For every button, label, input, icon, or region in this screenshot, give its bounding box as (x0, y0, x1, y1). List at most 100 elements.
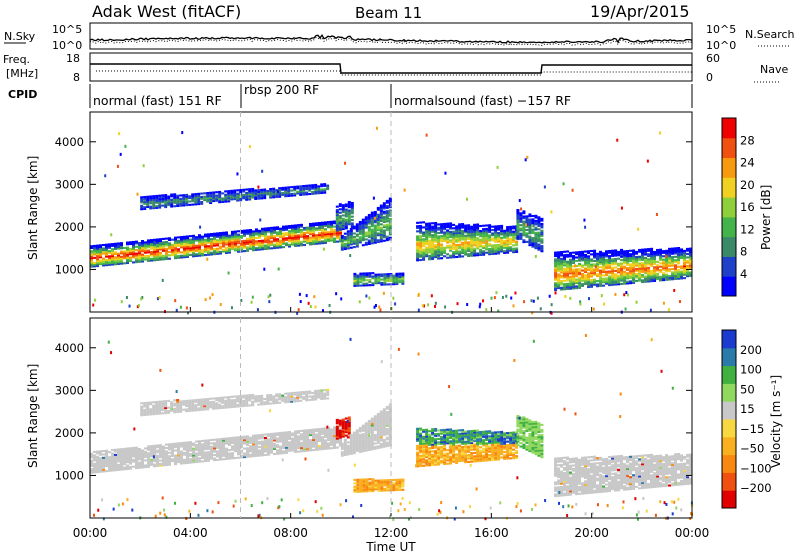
velocity-cell (165, 452, 168, 455)
power-cell (239, 199, 243, 202)
velocity-cell (346, 436, 350, 439)
power-cell (554, 275, 558, 278)
power-cell (578, 279, 582, 283)
power-cell (379, 206, 383, 209)
power-cell (264, 244, 267, 247)
power-cell (248, 193, 252, 196)
power-cell (560, 259, 564, 262)
power-cell (336, 232, 339, 235)
power-cell (674, 264, 678, 267)
power-cell (171, 243, 174, 246)
power-cell (288, 226, 291, 229)
velocity-cell (340, 447, 344, 450)
velocity-cell (192, 459, 195, 462)
power-cell (620, 250, 624, 253)
power-cell (132, 240, 135, 244)
power-cell (461, 233, 465, 236)
power-cell (528, 232, 532, 235)
power-cell (288, 230, 291, 233)
power-cell (303, 243, 306, 247)
power-cell (257, 194, 261, 197)
velocity-cell (251, 397, 255, 400)
power-cell (522, 222, 526, 225)
power-cell (458, 236, 462, 240)
velocity-cell (201, 444, 204, 448)
power-cell (467, 234, 471, 237)
power-cell (267, 247, 270, 250)
power-cell (230, 189, 234, 192)
power-cell (198, 244, 201, 247)
velocity-cell (355, 448, 359, 451)
velocity-cell (246, 447, 249, 450)
power-cell (488, 244, 492, 247)
power-cell (185, 195, 189, 198)
velocity-cell (341, 428, 345, 431)
power-cell (279, 232, 282, 235)
power-cell (599, 255, 603, 259)
velocity-cell (126, 459, 129, 462)
power-speckle (584, 225, 587, 229)
power-cell (270, 247, 273, 250)
power-cell (614, 276, 618, 279)
velocity-cell (228, 442, 231, 445)
velocity-cell (270, 444, 273, 447)
velocity-cell (156, 461, 159, 464)
power-cell (537, 245, 541, 248)
power-cell (434, 244, 438, 247)
power-cell (195, 248, 198, 251)
power-speckle (175, 308, 178, 312)
power-cell (382, 212, 386, 215)
velocity-cell (158, 412, 162, 415)
power-cell (167, 200, 171, 203)
power-cell (114, 258, 117, 261)
velocity-cell (343, 445, 347, 448)
power-cell (434, 238, 438, 242)
velocity-cell (336, 441, 339, 444)
power-cell (312, 236, 315, 239)
velocity-cell (150, 458, 153, 461)
power-cell (467, 227, 471, 230)
power-cell (299, 188, 303, 191)
power-cell (653, 262, 657, 265)
power-cell (614, 254, 618, 257)
power-cell (358, 224, 362, 227)
velocity-cell (177, 442, 180, 445)
power-cell (644, 250, 648, 253)
power-cell (90, 263, 93, 267)
power-cell (269, 193, 273, 196)
power-cell (629, 275, 633, 278)
velocity-cell (96, 457, 99, 460)
power-cell (117, 245, 120, 248)
power-cell (516, 209, 520, 212)
power-cell (605, 272, 609, 275)
power-cell (350, 205, 354, 208)
power-cell (344, 222, 348, 225)
power-cell (385, 228, 389, 231)
power-cell (165, 242, 168, 245)
power-cell (358, 239, 362, 242)
power-cell (398, 277, 402, 280)
power-cell (554, 285, 558, 288)
velocity-cell (161, 412, 165, 415)
power-cell (252, 233, 255, 236)
power-cell (261, 234, 264, 237)
power-cell (473, 223, 477, 226)
power-cell (380, 281, 384, 285)
power-cell (102, 260, 105, 264)
power-cell (132, 254, 135, 257)
power-cell (294, 224, 297, 227)
velocity-cell (234, 456, 237, 460)
power-cell (540, 248, 544, 251)
power-cell (168, 242, 171, 245)
power-cell (362, 279, 366, 282)
velocity-cell (338, 431, 342, 434)
power-cell (425, 232, 429, 236)
power-cell (376, 206, 380, 210)
power-cell (347, 202, 351, 205)
power-cell (443, 222, 447, 226)
power-cell (473, 232, 477, 235)
velocity-cell (177, 459, 180, 462)
power-speckle (505, 294, 508, 298)
power-cell (497, 231, 501, 235)
velocity-cell (171, 451, 174, 454)
